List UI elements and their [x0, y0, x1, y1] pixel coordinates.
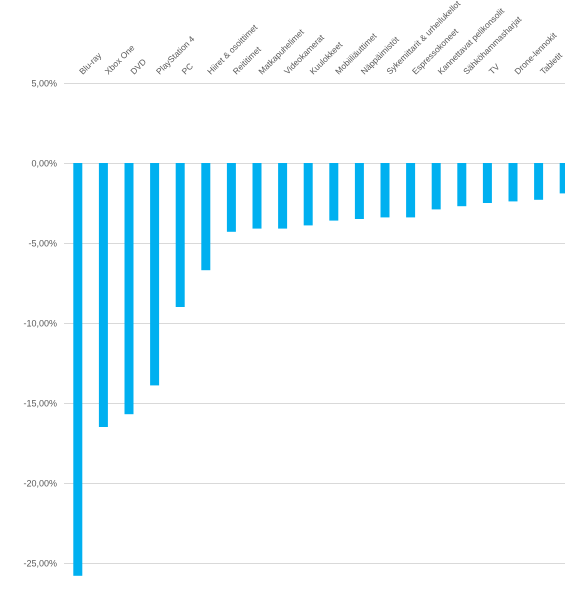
x-category-label: PC — [180, 61, 195, 76]
bar — [150, 163, 160, 386]
bar — [406, 163, 416, 218]
y-tick-label: -10,00% — [23, 319, 57, 329]
y-tick-label: 0,00% — [31, 159, 57, 169]
bar — [559, 163, 565, 194]
bar — [98, 163, 108, 427]
bar — [124, 163, 134, 415]
bar — [278, 163, 288, 229]
bar — [175, 163, 185, 307]
bars — [73, 163, 565, 576]
gridlines — [64, 83, 565, 564]
x-category-label: DVD — [128, 57, 148, 77]
bar — [508, 163, 518, 202]
bar — [201, 163, 211, 271]
bar — [226, 163, 236, 232]
bar — [457, 163, 467, 207]
bar — [329, 163, 339, 221]
bar — [482, 163, 492, 203]
x-category-label: TV — [487, 61, 502, 76]
y-tick-label: 5,00% — [31, 79, 57, 89]
x-category-label: Blu-ray — [77, 50, 104, 77]
y-tick-label: -5,00% — [28, 239, 57, 249]
bar — [354, 163, 364, 219]
bar — [380, 163, 390, 218]
bar — [73, 163, 83, 576]
bar — [534, 163, 544, 200]
bar — [252, 163, 262, 229]
y-tick-label: -15,00% — [23, 399, 57, 409]
y-tick-label: -25,00% — [23, 559, 57, 569]
y-tick-label: -20,00% — [23, 479, 57, 489]
bar — [431, 163, 441, 210]
bar — [303, 163, 313, 226]
y-axis-tick-labels: 5,00% 0,00% -5,00% -10,00% -15,00% -20,00% -25… — [23, 79, 57, 569]
